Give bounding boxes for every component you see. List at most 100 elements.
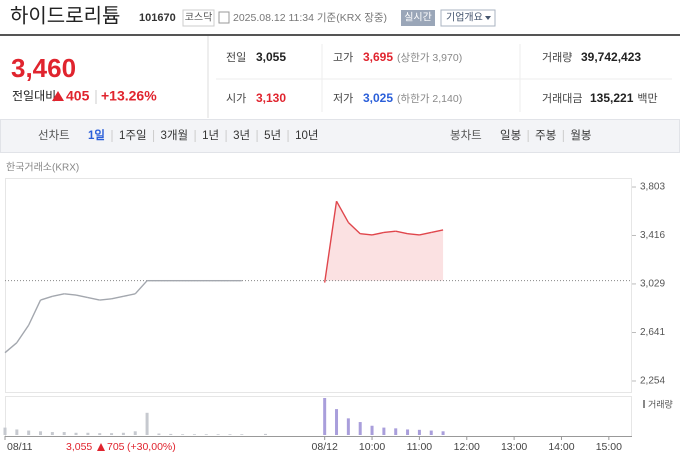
volume-bar [86, 432, 90, 435]
tab-group-label: 봉차트 [450, 129, 482, 142]
volume-bar [382, 427, 386, 435]
tab[interactable]: 3년 [233, 129, 250, 142]
volume-bar [74, 432, 78, 435]
price-line [123, 293, 136, 298]
volume-bar [335, 409, 339, 435]
stat-extra: (상한가 3,970) [397, 52, 462, 64]
y-tick-label: 3,416 [640, 230, 665, 241]
price-line [134, 280, 148, 295]
dropdown-caret [485, 16, 491, 20]
price-line [323, 201, 338, 283]
volume-bar [27, 430, 31, 435]
volume-bar [240, 434, 244, 435]
price-line [431, 229, 444, 234]
volume-bar [394, 428, 398, 435]
volume-bar [169, 433, 173, 435]
stat-value: 3,055 [256, 50, 286, 64]
price-line [360, 233, 373, 236]
x-tick-label: 11:00 [407, 441, 433, 453]
stat-value: 3,130 [256, 91, 286, 105]
day-close: 3,055 [66, 441, 92, 453]
company-button[interactable] [440, 9, 496, 27]
tab[interactable]: 월봉 [570, 129, 591, 142]
tab-group-label: 선차트 [38, 129, 70, 142]
volume-bar [3, 427, 7, 435]
tab[interactable]: 3개월 [161, 129, 189, 142]
volume-bar [98, 433, 102, 435]
volume-bar [358, 422, 362, 435]
volume-bar [110, 433, 114, 435]
price-line [335, 200, 349, 223]
volume-bar [62, 432, 66, 435]
up-arrow [52, 91, 64, 101]
price-line [28, 299, 42, 326]
stat-value: 135,221 [590, 91, 634, 105]
volume-bar [15, 429, 19, 435]
y-tick-label: 2,641 [640, 327, 665, 338]
volume-bar [50, 432, 54, 435]
rate: +13.26% [101, 88, 157, 104]
tab[interactable]: 일봉 [500, 128, 521, 142]
market: 코스닥 [185, 12, 213, 24]
tab[interactable]: 주봉 [535, 129, 556, 142]
volume-frame [5, 396, 632, 437]
day-rate: (+30,00%) [127, 441, 176, 453]
price: 3,460 [11, 53, 76, 83]
volume-bar [121, 432, 125, 435]
price-line [87, 296, 100, 301]
legend-volume: 거래량 [648, 398, 673, 409]
volume-bar [157, 433, 161, 435]
tab[interactable]: 10년 [295, 129, 318, 142]
price-line [383, 230, 396, 234]
tab[interactable]: 1년 [202, 129, 219, 142]
change: 405 [66, 88, 90, 104]
calendar-icon [218, 11, 230, 24]
price-line [347, 221, 361, 235]
change-label: 전일대비 [12, 89, 56, 103]
price-line [40, 295, 53, 301]
y-tick-label: 2,254 [640, 376, 665, 387]
datetime: 2025.08.12 11:34 기준(KRX 장중) [233, 12, 387, 24]
volume-bar [417, 429, 421, 435]
price-area [324, 201, 444, 283]
volume-bar [370, 425, 374, 435]
price-line [75, 294, 89, 299]
stock-code: 101670 [139, 12, 176, 24]
price-line [16, 324, 30, 344]
stat-label: 거래량 [542, 51, 572, 64]
price-line [419, 231, 432, 236]
price-line [371, 231, 385, 236]
volume-bar [39, 431, 43, 435]
x-tick-label: 14:00 [548, 441, 574, 453]
volume-bar [429, 430, 433, 435]
volume-bar [133, 431, 137, 435]
company: 기업개요 [446, 11, 483, 24]
x-tick-label: 12:00 [454, 441, 480, 453]
tab[interactable]: 1주일 [119, 128, 147, 142]
volume-bar [216, 434, 220, 435]
stat-value: 39,742,423 [581, 50, 641, 64]
stat-unit: 백만 [637, 92, 657, 105]
legend-icon [643, 400, 645, 408]
x-tick-label: 08/12 [312, 441, 338, 453]
price-line [395, 230, 408, 235]
chart-source: 한국거래소(KRX) [6, 162, 79, 174]
stat-label: 시가 [226, 92, 246, 105]
x-tick-label: 15:00 [596, 441, 622, 453]
plot-frame [5, 178, 632, 393]
volume-bar [204, 434, 208, 435]
realtime: 실시간 [404, 12, 432, 24]
stat-label: 전일 [226, 50, 246, 64]
day-change: 705 [107, 441, 125, 453]
volume-bar [441, 431, 445, 435]
tab-bar [0, 119, 680, 153]
y-tick-label: 3,803 [640, 182, 665, 193]
stat-label: 거래대금 [542, 92, 582, 105]
x-tick-label: 08/11 [7, 441, 33, 453]
realtime-badge[interactable] [401, 10, 435, 26]
tab[interactable]: 1일 [88, 128, 105, 142]
tab[interactable]: 5년 [264, 129, 281, 142]
price-line [4, 342, 18, 354]
market-badge [182, 9, 215, 27]
